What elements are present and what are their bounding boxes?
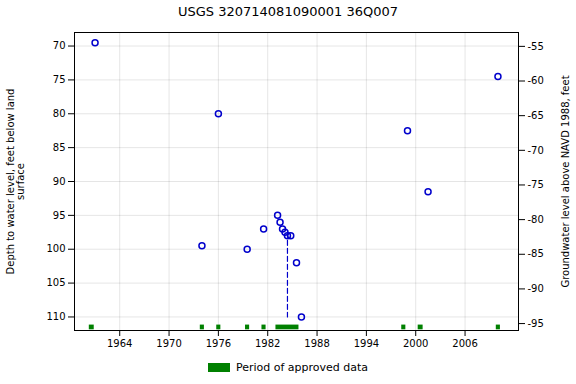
svg-text:-65: -65 (528, 110, 544, 121)
svg-text:110: 110 (46, 311, 65, 322)
svg-text:-60: -60 (528, 75, 544, 86)
svg-text:-85: -85 (528, 248, 544, 259)
svg-text:95: 95 (53, 210, 66, 221)
svg-text:Depth to water level, feet bel: Depth to water level, feet below landsur… (5, 89, 26, 275)
svg-text:90: 90 (53, 176, 66, 187)
svg-text:-70: -70 (528, 145, 544, 156)
html-text:USGS 320714081090001 36Q007: USGS 320714081090001 36Q007 (178, 4, 398, 19)
svg-text:-75: -75 (528, 179, 544, 190)
svg-text:105: 105 (46, 277, 65, 288)
svg-text:1964: 1964 (107, 338, 132, 349)
svg-text:2006: 2006 (452, 338, 477, 349)
svg-text:-95: -95 (528, 318, 544, 329)
svg-text:1988: 1988 (304, 338, 329, 349)
svg-text:85: 85 (53, 142, 66, 153)
svg-text:1976: 1976 (206, 338, 231, 349)
svg-text:70: 70 (53, 40, 66, 51)
svg-text:2000: 2000 (403, 338, 428, 349)
html-text:Period of approved data: Period of approved data (235, 360, 369, 374)
svg-text:-80: -80 (528, 214, 544, 225)
svg-text:-55: -55 (528, 41, 544, 52)
svg-text:1994: 1994 (354, 338, 379, 349)
svg-text:100: 100 (46, 243, 65, 254)
svg-text:1970: 1970 (156, 338, 181, 349)
svg-text:1982: 1982 (255, 338, 280, 349)
svg-text:Groundwater level above NAVD 1: Groundwater level above NAVD 1988, feet (560, 75, 571, 287)
svg-text:-90: -90 (528, 283, 544, 294)
svg-text:75: 75 (53, 74, 66, 85)
svg-text:80: 80 (53, 108, 66, 119)
